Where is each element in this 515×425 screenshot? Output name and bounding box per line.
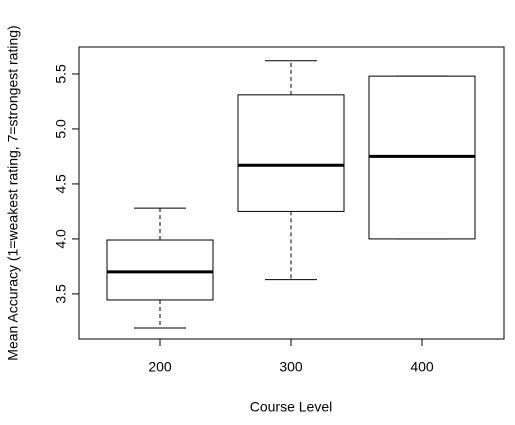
y-tick-label: 3.5	[53, 284, 69, 304]
y-tick-label: 4.0	[53, 229, 69, 249]
box	[106, 239, 214, 301]
y-tick-label: 4.5	[53, 174, 69, 194]
x-tick-label: 200	[148, 359, 172, 375]
box	[237, 94, 345, 212]
x-axis-label: Course Level	[250, 399, 333, 415]
x-tick-label: 300	[279, 359, 303, 375]
y-tick-label: 5.0	[53, 119, 69, 139]
y-axis-label: Mean Accuracy (1=weakest rating, 7=stron…	[5, 25, 21, 360]
x-tick-label: 400	[410, 359, 434, 375]
y-tick-label: 5.5	[53, 64, 69, 84]
